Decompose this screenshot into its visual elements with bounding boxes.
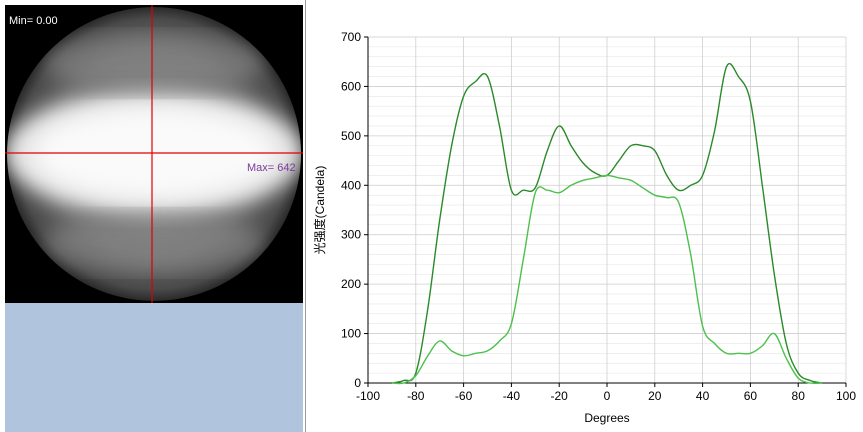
x-tick-label: 40 <box>696 389 710 403</box>
empty-panel-area <box>5 303 303 432</box>
lower-ring <box>44 213 264 273</box>
candela-chart: -100 -80 -60 -40 -20 0 20 40 60 80 100 0 100 200 300 40… <box>312 30 856 425</box>
y-tick-label: 300 <box>341 228 361 242</box>
axis-ticks: -100 -80 -60 -40 -20 0 20 40 60 80 100 0 100 200 300 40… <box>341 30 856 403</box>
y-tick-label: 500 <box>341 129 361 143</box>
max-value-label: Max= 642 <box>247 162 296 174</box>
x-tick-label: -20 <box>551 389 569 403</box>
y-tick-label: 100 <box>341 327 361 341</box>
x-axis-title: Degrees <box>584 411 629 425</box>
y-tick-label: 0 <box>354 376 361 390</box>
x-tick-label: 100 <box>836 389 856 403</box>
x-tick-label: 60 <box>744 389 758 403</box>
upper-ring <box>44 33 264 93</box>
y-tick-label: 200 <box>341 277 361 291</box>
x-tick-label: -40 <box>503 389 521 403</box>
series-lines <box>391 62 823 385</box>
y-axis-title: 光强度(Candela) <box>312 166 327 255</box>
heatmap-graphic <box>5 5 303 303</box>
min-value-label: Min= 0.00 <box>9 15 58 27</box>
y-tick-label: 400 <box>341 178 361 192</box>
x-tick-label: 80 <box>792 389 806 403</box>
intensity-heatmap[interactable]: Min= 0.00 Max= 642 <box>5 5 303 303</box>
x-tick-label: -100 <box>356 389 380 403</box>
y-tick-label: 700 <box>341 30 361 44</box>
x-tick-label: 0 <box>604 389 611 403</box>
y-tick-label: 600 <box>341 79 361 93</box>
series-line-2 <box>391 174 823 385</box>
x-tick-label: 20 <box>648 389 662 403</box>
x-tick-label: -80 <box>407 389 425 403</box>
x-tick-label: -60 <box>455 389 473 403</box>
panel-divider[interactable] <box>305 0 306 432</box>
intensity-map-panel: Min= 0.00 Max= 642 <box>0 0 305 432</box>
